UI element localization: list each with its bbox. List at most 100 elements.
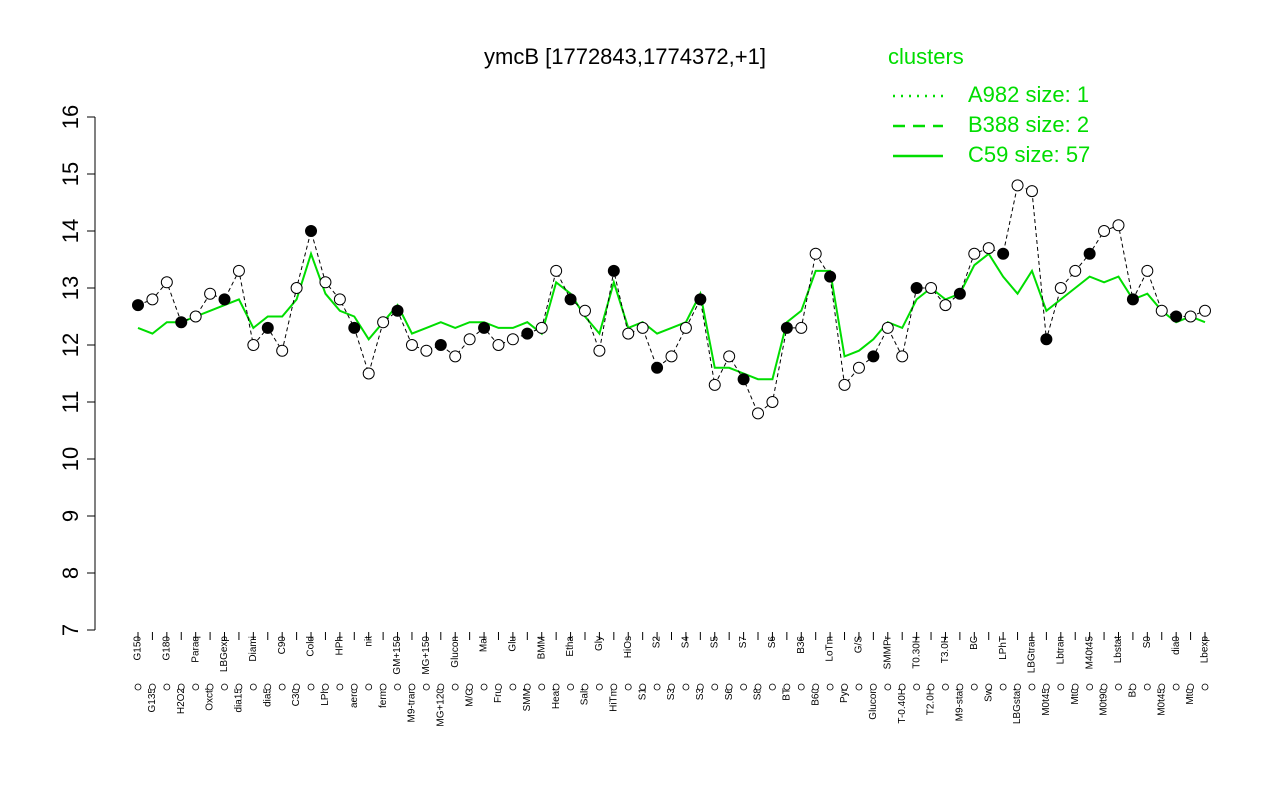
x-tick-label: S4 (681, 636, 692, 649)
x-marker (437, 683, 445, 691)
x-marker (740, 683, 747, 691)
x-marker (350, 683, 358, 691)
x-marker (307, 683, 315, 691)
y-tick-label: 7 (58, 624, 83, 636)
x-tick-label: B60 (810, 688, 821, 706)
x-tick-label: HPh (335, 636, 346, 655)
x-tick-label: HiTm (608, 688, 619, 712)
data-point (953, 287, 966, 300)
data-point (910, 282, 923, 294)
x-tick-label: Sw (983, 687, 994, 702)
x-tick-label: BMM (536, 636, 547, 659)
x-tick-label: GM+150 (392, 636, 403, 675)
data-point (1011, 179, 1024, 192)
x-marker (134, 683, 142, 691)
y-tick-label: 11 (58, 391, 83, 414)
legend-label: C59 size: 57 (968, 142, 1090, 167)
data-point (261, 321, 274, 334)
chart-title: ymcB [1772843,1774372,+1] (484, 44, 766, 69)
y-tick-label: 12 (58, 333, 83, 357)
data-point (824, 270, 837, 283)
data-point (665, 350, 678, 363)
x-tick-label: ferm (378, 688, 389, 708)
x-marker (769, 683, 776, 691)
x-tick-label: S7 (738, 636, 749, 649)
x-tick-label: Lbstat (1113, 636, 1124, 663)
x-tick-label: Mal (479, 636, 490, 652)
data-point (550, 264, 563, 277)
x-marker (1129, 683, 1137, 691)
data-point (881, 321, 894, 334)
x-tick-label: C30 (291, 688, 302, 707)
data-point (189, 310, 202, 323)
x-tick-label: Lbexp (1200, 636, 1211, 664)
x-marker (235, 683, 243, 691)
x-tick-label: Etha (565, 636, 576, 657)
x-marker (509, 683, 517, 691)
data-point (852, 361, 865, 374)
data-point (809, 247, 822, 260)
x-marker (422, 683, 430, 691)
data-point (204, 287, 217, 300)
x-tick-label: LoTm (825, 636, 836, 662)
data-point (723, 350, 736, 363)
x-tick-label: G135 (147, 688, 158, 713)
data-point (247, 339, 260, 351)
x-tick-label: S6 (767, 636, 778, 649)
data-point (160, 276, 173, 289)
x-tick-label: M/G (464, 688, 475, 707)
data-point (636, 321, 649, 334)
x-marker (596, 683, 603, 691)
profile-line (137, 184, 1206, 415)
x-marker (1028, 683, 1036, 691)
x-tick-label: S2 (652, 636, 663, 649)
data-point (362, 367, 375, 380)
x-marker (970, 683, 978, 691)
x-marker (394, 683, 401, 691)
data-point (622, 327, 635, 340)
x-marker (956, 683, 964, 691)
x-tick-label: S1 (637, 688, 648, 701)
data-point (1112, 219, 1125, 232)
x-marker (1042, 683, 1050, 691)
x-marker (1201, 683, 1209, 691)
x-marker (1158, 683, 1166, 691)
x-marker (451, 683, 459, 691)
x-marker (624, 683, 632, 691)
x-marker (1187, 683, 1194, 691)
x-marker (149, 683, 156, 691)
data-point (449, 350, 462, 363)
x-marker (913, 683, 921, 691)
x-marker (163, 683, 171, 691)
x-tick-label: BC (969, 636, 980, 650)
x-tick-label: S5 (709, 636, 720, 649)
data-point (290, 282, 303, 294)
x-tick-label: MG+150 (421, 636, 432, 675)
x-tick-label: S3 (666, 688, 677, 701)
x-marker (466, 683, 474, 691)
x-tick-label: Cold (306, 636, 317, 657)
x-tick-label: S3 (695, 688, 706, 701)
data-point (896, 350, 909, 363)
x-tick-label: dia0 (1171, 636, 1182, 655)
x-tick-label: Paraq (190, 636, 201, 663)
x-tick-label: Mt0 (1070, 688, 1081, 705)
y-tick-label: 15 (58, 162, 83, 186)
data-point (607, 264, 620, 277)
x-tick-label: nit (363, 636, 374, 647)
data-point (478, 321, 491, 334)
x-tick-label: MG+120 (435, 688, 446, 727)
x-marker (1172, 683, 1180, 691)
x-tick-label: Pyr (839, 687, 850, 703)
data-point (766, 396, 779, 408)
data-point (420, 344, 433, 357)
x-tick-label: S8 (753, 688, 764, 701)
x-marker (538, 683, 546, 691)
x-marker (379, 683, 387, 691)
x-marker (639, 683, 647, 691)
x-tick-label: M40t45 (1084, 636, 1095, 670)
x-marker (206, 683, 214, 691)
x-tick-label: Glucon (450, 636, 461, 668)
data-point (232, 264, 245, 277)
